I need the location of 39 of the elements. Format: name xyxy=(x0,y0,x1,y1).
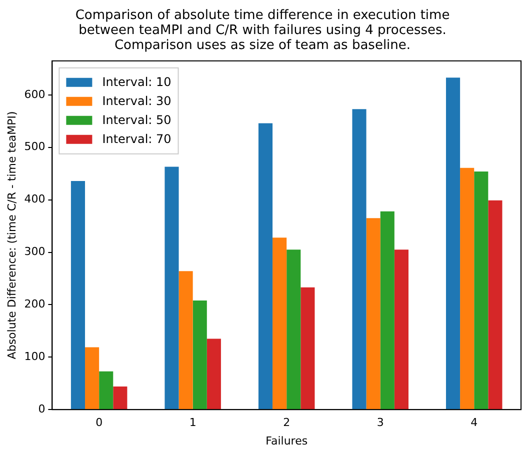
y-axis-title: Absolute Difference: (time C/R - time teaMPI) xyxy=(5,111,18,360)
bar xyxy=(85,347,100,410)
bar xyxy=(474,172,488,410)
bar xyxy=(70,180,86,410)
x-axis-title: Failures xyxy=(266,434,308,448)
x-tick-label: 2 xyxy=(283,416,290,430)
y-tick-label: 500 xyxy=(24,140,46,154)
bar xyxy=(352,109,366,410)
bar xyxy=(286,250,301,410)
y-tick-label: 0 xyxy=(38,402,46,416)
legend-label: Interval: 30 xyxy=(102,94,172,108)
bar xyxy=(488,200,502,410)
bar xyxy=(113,386,128,410)
x-tick-label: 3 xyxy=(376,416,384,430)
bar xyxy=(460,168,474,410)
y-tick-label: 200 xyxy=(24,298,46,311)
bar xyxy=(446,78,460,410)
bar xyxy=(164,166,179,410)
y-tick-label: 300 xyxy=(24,245,46,258)
x-tick-label: 0 xyxy=(96,416,103,430)
bar xyxy=(300,287,315,410)
bar xyxy=(206,338,221,410)
x-tick-label: 1 xyxy=(189,416,196,430)
legend-label: Interval: 10 xyxy=(102,74,172,89)
y-tick-label: 600 xyxy=(24,88,46,101)
bar xyxy=(178,271,193,410)
bar xyxy=(258,123,273,410)
bar xyxy=(366,218,380,410)
legend-label: Interval: 50 xyxy=(102,112,172,127)
chart-title: Comparison of absolute time difference in execution time between teaMPI and C/R with failures using 4 processes. Comparison uses as size of team as baseline. xyxy=(75,8,450,53)
bar xyxy=(99,371,114,410)
y-tick-label: 400 xyxy=(24,192,46,206)
bar xyxy=(272,238,287,410)
bar xyxy=(192,300,207,410)
x-tick-label: 4 xyxy=(470,416,478,430)
y-tick-label: 100 xyxy=(24,350,46,364)
bar xyxy=(394,250,408,410)
bar xyxy=(380,211,394,410)
legend-label: Interval: 70 xyxy=(102,132,172,146)
